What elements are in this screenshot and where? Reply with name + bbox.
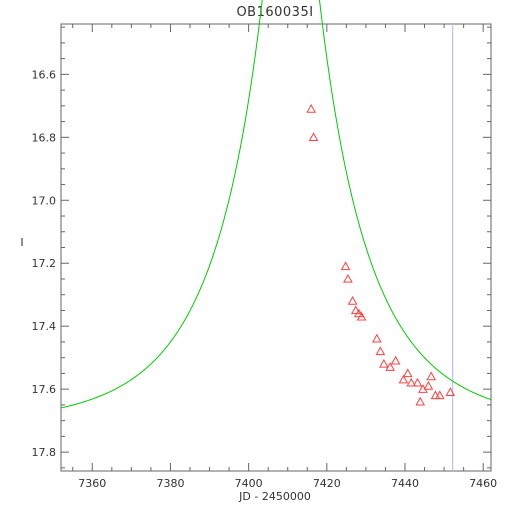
data-point-triangle	[308, 132, 319, 142]
x-tick-label: 7360	[78, 477, 106, 490]
x-axis-label: JD - 2450000	[238, 490, 311, 503]
observation-points	[306, 103, 456, 406]
data-point-triangle	[445, 387, 456, 397]
data-point-triangle	[347, 295, 358, 305]
x-tick-label: 7440	[391, 477, 419, 490]
data-point-triangle	[426, 371, 437, 381]
y-axis: 16.6 16.8 17.0 17.2 17.4 17.6 17.8	[32, 26, 491, 469]
chart-title: OB160035I	[236, 5, 313, 20]
data-point-triangle	[415, 396, 426, 406]
y-tick-label: 16.6	[32, 68, 57, 81]
data-point-triangle	[356, 311, 367, 321]
data-point-triangle	[434, 390, 445, 400]
x-tick-label: 7400	[235, 477, 263, 490]
y-tick-label: 17.8	[32, 446, 57, 459]
plot-area	[60, 0, 492, 471]
data-point-triangle	[375, 346, 386, 356]
y-tick-label: 17.6	[32, 383, 57, 396]
y-axis-label: I	[20, 236, 23, 249]
x-tick-label: 7420	[313, 477, 341, 490]
y-tick-label: 17.2	[32, 257, 57, 270]
data-point-triangle	[423, 380, 434, 390]
model-curve	[60, 0, 492, 409]
x-axis: 7360 7380 7400 7420 7440 7460	[72, 24, 497, 490]
data-point-triangle	[343, 273, 353, 283]
data-point-triangle	[340, 261, 351, 271]
data-point-triangle	[406, 377, 417, 387]
data-point-triangle	[379, 358, 389, 368]
data-point-triangle	[390, 355, 401, 365]
data-point-triangle	[402, 368, 413, 378]
data-point-triangle	[306, 103, 317, 113]
y-tick-label: 16.8	[32, 131, 57, 144]
x-tick-label: 7380	[156, 477, 184, 490]
data-point-triangle	[412, 377, 423, 387]
x-tick-label: 7460	[469, 477, 497, 490]
data-point-triangle	[350, 305, 361, 315]
data-point-triangle	[372, 333, 382, 343]
y-tick-label: 17.4	[32, 320, 57, 333]
data-point-triangle	[385, 362, 395, 371]
y-tick-label: 17.0	[32, 194, 57, 207]
plot-frame	[60, 23, 492, 472]
data-point-triangle	[398, 374, 409, 384]
